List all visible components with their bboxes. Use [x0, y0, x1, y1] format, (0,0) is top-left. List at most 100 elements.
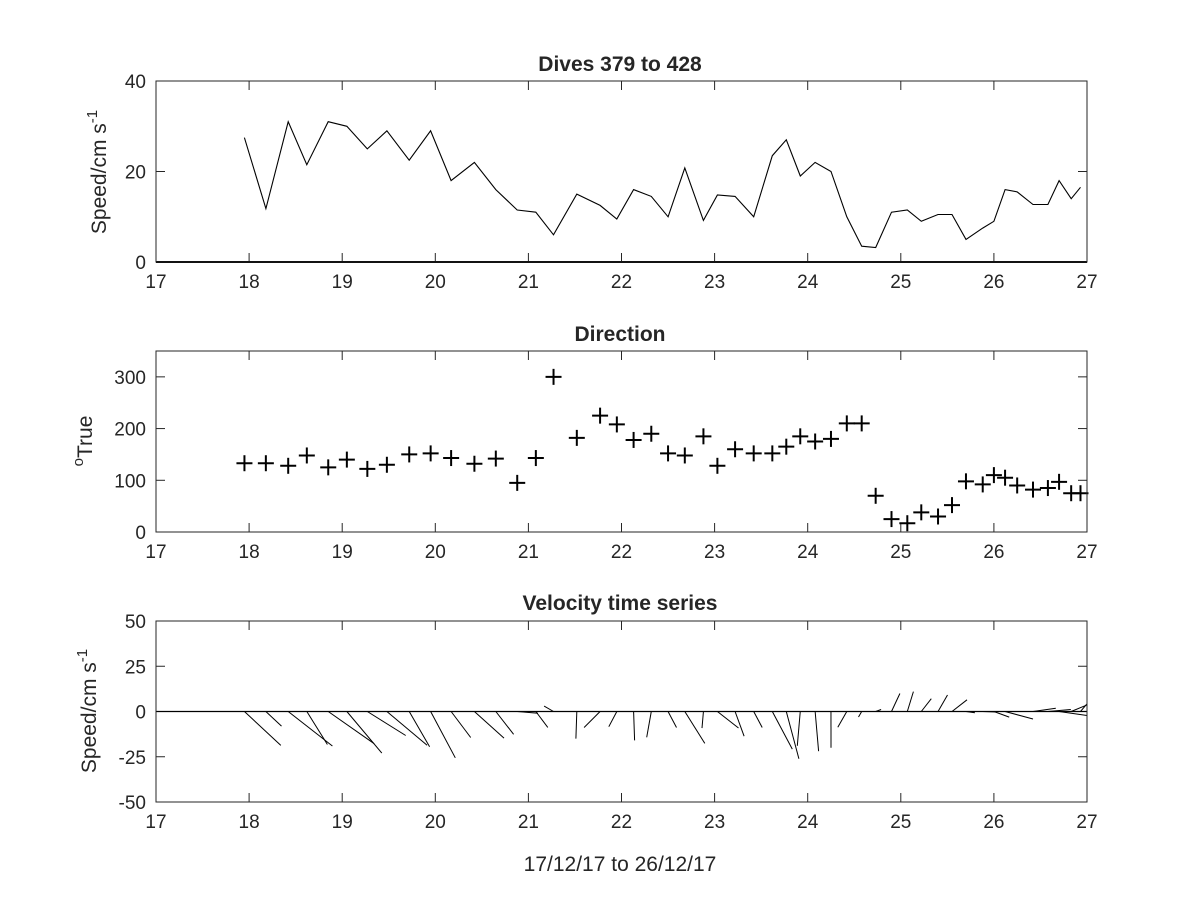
velocity-stick — [785, 711, 800, 759]
direction-point — [985, 467, 1002, 484]
direction-point — [338, 451, 355, 468]
y-tick-label: 0 — [135, 523, 146, 544]
velocity-stick — [1004, 711, 1034, 720]
velocity-stick — [837, 711, 848, 728]
velocity-stick — [367, 711, 406, 736]
x-tick-label: 18 — [239, 542, 260, 563]
direction-point — [997, 469, 1014, 486]
velocity-stick — [684, 711, 706, 744]
direction-point — [867, 487, 884, 504]
direction-point — [487, 450, 504, 467]
direction-point — [568, 429, 585, 446]
direction-point — [727, 441, 744, 458]
x-tick-label: 27 — [1076, 812, 1097, 833]
speed-panel-ylabel: Speed/cm s-1 — [84, 110, 111, 234]
direction-point — [236, 455, 253, 472]
direction-point — [545, 368, 562, 385]
direction-point — [913, 504, 930, 521]
direction-point — [974, 476, 991, 493]
velocity-stick — [937, 694, 948, 712]
velocity-stick — [265, 711, 282, 727]
velocity-stick — [327, 711, 375, 745]
y-tick-label: -25 — [119, 748, 146, 769]
velocity-stick — [517, 711, 539, 714]
y-tick-label: 0 — [135, 253, 146, 274]
velocity-stick — [450, 711, 472, 738]
y-tick-label: 200 — [114, 420, 146, 441]
x-tick-label: 20 — [425, 272, 446, 293]
velocity-stick — [858, 711, 863, 718]
direction-panel-ylabel: oTrue — [70, 416, 97, 467]
velocity-panel-frame — [155, 620, 1088, 803]
x-tick-label: 23 — [704, 812, 725, 833]
direction-point — [676, 447, 693, 464]
direction-point — [883, 511, 900, 528]
direction-point — [443, 450, 460, 467]
direction-point — [957, 473, 974, 490]
direction-point — [745, 445, 762, 462]
velocity-stick — [633, 711, 636, 741]
velocity-stick — [1047, 709, 1071, 712]
velocity-stick — [701, 711, 704, 729]
direction-point — [422, 445, 439, 462]
velocity-stick — [1080, 703, 1088, 712]
direction-point — [257, 455, 274, 472]
velocity-stick — [771, 711, 793, 750]
velocity-stick — [346, 711, 383, 754]
velocity-panel-title: Velocity time series — [523, 592, 718, 615]
direction-point — [853, 415, 870, 432]
direction-point — [899, 515, 916, 532]
velocity-panel-marks — [156, 691, 1088, 759]
direction-point — [944, 497, 961, 514]
direction-point — [359, 460, 376, 477]
direction-point — [792, 428, 809, 445]
velocity-stick — [474, 711, 505, 739]
velocity-stick — [244, 711, 282, 746]
x-tick-label: 20 — [425, 812, 446, 833]
direction-panel-ticks: 17 18 19 20 21 22 23 24 25 26 27 0 100 200 300 — [114, 351, 1098, 563]
velocity-stick — [583, 711, 601, 728]
direction-point — [660, 445, 677, 462]
velocity-stick — [891, 693, 901, 712]
velocity-stick — [920, 698, 932, 712]
velocity-stick — [1058, 711, 1088, 716]
y-tick-label: 0 — [135, 703, 146, 724]
x-tick-label: 22 — [611, 272, 632, 293]
direction-panel-title: Direction — [574, 323, 665, 346]
direction-point — [695, 428, 712, 445]
direction-point — [1051, 473, 1068, 490]
velocity-stick — [993, 711, 1010, 718]
direction-point — [320, 459, 337, 476]
x-tick-label: 24 — [797, 272, 819, 293]
velocity-panel-ticks: 17 18 19 20 21 22 23 24 25 26 27 -50 -25 0 25 50 — [119, 612, 1098, 833]
velocity-stick — [667, 711, 677, 728]
direction-point — [592, 407, 609, 424]
velocity-stick — [796, 711, 801, 746]
x-tick-label: 23 — [704, 542, 725, 563]
direction-panel: Direction oTrue 17 18 19 20 21 22 23 24 25 26 2701… — [70, 323, 1098, 563]
x-tick-label: 27 — [1076, 272, 1097, 293]
y-tick-label: 25 — [125, 657, 146, 678]
velocity-stick — [965, 711, 975, 714]
velocity-stick — [306, 711, 328, 745]
direction-point — [378, 456, 395, 473]
x-tick-label: 24 — [797, 812, 819, 833]
y-tick-label: 40 — [125, 72, 146, 93]
x-tick-label: 23 — [704, 272, 725, 293]
direction-point — [401, 446, 418, 463]
x-tick-label: 21 — [518, 812, 539, 833]
direction-point — [838, 415, 855, 432]
speed-panel-title: Dives 379 to 428 — [538, 53, 702, 76]
y-tick-label: -50 — [119, 793, 146, 814]
x-tick-label: 26 — [983, 542, 1004, 563]
direction-point — [709, 457, 726, 474]
direction-point — [509, 474, 526, 491]
direction-point — [930, 508, 947, 525]
speed-panel-frame — [155, 80, 1088, 263]
direction-point — [1009, 477, 1026, 494]
x-tick-label: 25 — [890, 812, 911, 833]
y-tick-label: 50 — [125, 612, 146, 633]
velocity-stick — [575, 711, 578, 739]
x-tick-label: 21 — [518, 272, 539, 293]
